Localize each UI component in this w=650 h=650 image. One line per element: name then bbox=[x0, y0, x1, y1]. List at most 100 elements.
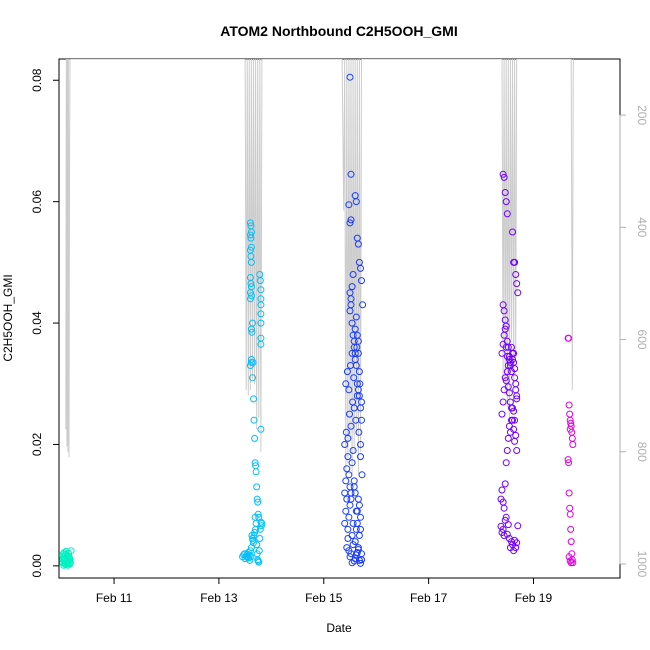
y-tick-label: 0.08 bbox=[30, 68, 44, 92]
data-point bbox=[344, 434, 352, 442]
data-point bbox=[247, 234, 255, 242]
data-point bbox=[349, 271, 357, 278]
data-point bbox=[357, 453, 364, 461]
data-point bbox=[503, 210, 511, 218]
data-point bbox=[253, 495, 261, 503]
data-point bbox=[565, 334, 573, 342]
data-point bbox=[513, 395, 521, 403]
data-point bbox=[354, 349, 362, 357]
y-right-tick-label: 800 bbox=[635, 442, 649, 462]
data-point bbox=[512, 380, 520, 388]
data-point bbox=[353, 549, 361, 556]
data-point bbox=[351, 555, 359, 563]
data-point bbox=[498, 349, 506, 357]
data-point bbox=[499, 398, 507, 406]
data-point bbox=[358, 277, 365, 285]
data-point bbox=[346, 501, 354, 509]
data-point bbox=[342, 380, 350, 388]
data-point bbox=[254, 498, 262, 506]
data-point bbox=[511, 258, 519, 266]
data-point bbox=[348, 459, 356, 467]
data-point bbox=[346, 307, 354, 315]
data-point bbox=[506, 398, 514, 406]
data-point bbox=[513, 280, 521, 288]
y-tick-label: 0.04 bbox=[30, 311, 44, 335]
data-point bbox=[348, 532, 356, 539]
data-point bbox=[246, 231, 254, 239]
data-point bbox=[255, 547, 263, 555]
data-point bbox=[351, 356, 359, 363]
data-point bbox=[505, 389, 513, 397]
data-point bbox=[502, 513, 510, 521]
x-axis-label: Date bbox=[326, 621, 352, 635]
data-point bbox=[502, 343, 510, 351]
y-right-tick-label: 1000 bbox=[635, 551, 649, 578]
data-point bbox=[500, 173, 508, 181]
series-2 bbox=[239, 219, 266, 566]
data-point bbox=[566, 510, 574, 518]
data-point bbox=[355, 501, 363, 509]
data-point bbox=[249, 374, 256, 382]
y-axis: 0.00 0.02 0.04 0.06 0.08 bbox=[30, 68, 60, 578]
series-4 bbox=[497, 170, 522, 555]
data-point bbox=[498, 486, 506, 494]
data-point bbox=[512, 544, 520, 552]
data-point bbox=[358, 416, 365, 424]
data-point bbox=[345, 386, 353, 394]
data-point bbox=[349, 519, 357, 527]
data-point bbox=[344, 453, 352, 461]
data-point bbox=[504, 383, 512, 391]
data-point bbox=[248, 328, 256, 336]
y-tick-label: 0.06 bbox=[30, 190, 44, 214]
x-tick-label: Feb 19 bbox=[515, 591, 553, 605]
data-point bbox=[346, 219, 354, 227]
data-point bbox=[353, 331, 361, 339]
data-point bbox=[357, 404, 364, 412]
data-point bbox=[67, 547, 75, 555]
data-point bbox=[253, 483, 261, 491]
data-point bbox=[355, 392, 363, 400]
data-point bbox=[500, 307, 508, 315]
data-point bbox=[347, 550, 355, 558]
data-point bbox=[348, 319, 356, 327]
data-point bbox=[351, 489, 359, 497]
data-point bbox=[569, 441, 577, 448]
data-point bbox=[359, 301, 367, 309]
data-point bbox=[255, 513, 263, 521]
data-point bbox=[566, 410, 574, 418]
data-point bbox=[345, 513, 353, 521]
data-point bbox=[514, 289, 522, 297]
data-point bbox=[247, 280, 255, 288]
data-point bbox=[355, 428, 363, 436]
data-point bbox=[566, 425, 574, 433]
data-point bbox=[255, 558, 263, 566]
data-point bbox=[501, 374, 509, 382]
data-point bbox=[347, 295, 355, 303]
data-point bbox=[567, 538, 575, 546]
data-point bbox=[512, 271, 520, 278]
data-point bbox=[355, 556, 363, 564]
data-point bbox=[350, 343, 358, 351]
data-point bbox=[564, 456, 572, 464]
x-tick-label: Feb 15 bbox=[305, 591, 343, 605]
data-point bbox=[246, 556, 254, 564]
data-point bbox=[566, 504, 574, 512]
data-point bbox=[358, 471, 366, 479]
data-point bbox=[501, 325, 509, 333]
data-point bbox=[246, 295, 254, 303]
data-point bbox=[498, 410, 506, 418]
data-point bbox=[62, 547, 70, 555]
pressure-layer bbox=[65, 59, 574, 475]
data-point bbox=[354, 240, 362, 248]
data-point bbox=[565, 459, 573, 467]
data-point bbox=[350, 374, 358, 382]
data-point bbox=[251, 459, 259, 467]
data-point bbox=[348, 283, 356, 291]
data-point bbox=[351, 325, 359, 333]
data-point bbox=[513, 447, 521, 454]
data-point bbox=[512, 431, 520, 439]
series-1 bbox=[59, 547, 75, 569]
pressure-line bbox=[65, 59, 574, 475]
chart-title: ATOM2 Northbound C2H5OOH_GMI bbox=[220, 23, 457, 39]
